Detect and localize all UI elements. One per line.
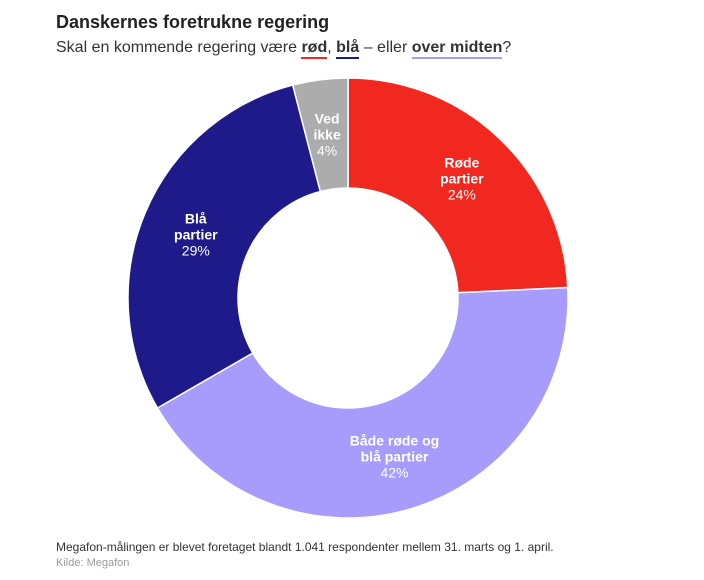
slice-label-text: Røde: [444, 155, 479, 171]
subtitle-blue-highlight: blå: [336, 39, 360, 59]
slice-label-text: Ved: [315, 110, 340, 126]
slice-value-label: 42%: [380, 464, 408, 480]
donut-slice-2: [127, 84, 322, 410]
subtitle-sep1: ,: [327, 39, 337, 56]
slice-label-text: partier: [440, 171, 484, 187]
slice-label-0: Røde partier 24%: [440, 155, 484, 203]
subtitle-sep2: – eller: [359, 39, 412, 56]
donut-slice-0: [347, 77, 569, 294]
subtitle-red-highlight: rød: [301, 39, 328, 59]
subtitle-prefix: Skal en kommende regering være: [56, 39, 302, 56]
slice-label-2: Blå partier 29%: [174, 210, 218, 258]
chart-title: Danskernes foretrukne regering: [56, 12, 330, 32]
footnote: Megafon-målingen er blevet foretaget bla…: [56, 540, 554, 554]
source-note: Kilde: Megafon: [56, 557, 130, 569]
slice-value-label: 24%: [448, 187, 476, 203]
slice-label-text: Blå: [185, 210, 207, 226]
slice-label-text: ikke: [313, 126, 340, 142]
chart-subtitle: Skal en kommende regering være rød, blå …: [56, 39, 512, 59]
slice-label-3: Ved ikke 4%: [313, 110, 340, 158]
slice-value-label: 29%: [182, 242, 210, 258]
subtitle-purple-highlight: over midten: [411, 39, 503, 59]
slice-label-text: blå partier: [361, 448, 429, 464]
slice-value-label: 4%: [317, 142, 337, 158]
donut-slice-1: [156, 286, 569, 519]
slice-label-text: partier: [174, 226, 218, 242]
donut-slice-3: [291, 77, 349, 193]
slice-label-text: Både røde og: [350, 432, 439, 448]
slice-label-1: Både røde og blå partier 42%: [350, 432, 439, 480]
subtitle-suffix: ?: [502, 39, 512, 56]
